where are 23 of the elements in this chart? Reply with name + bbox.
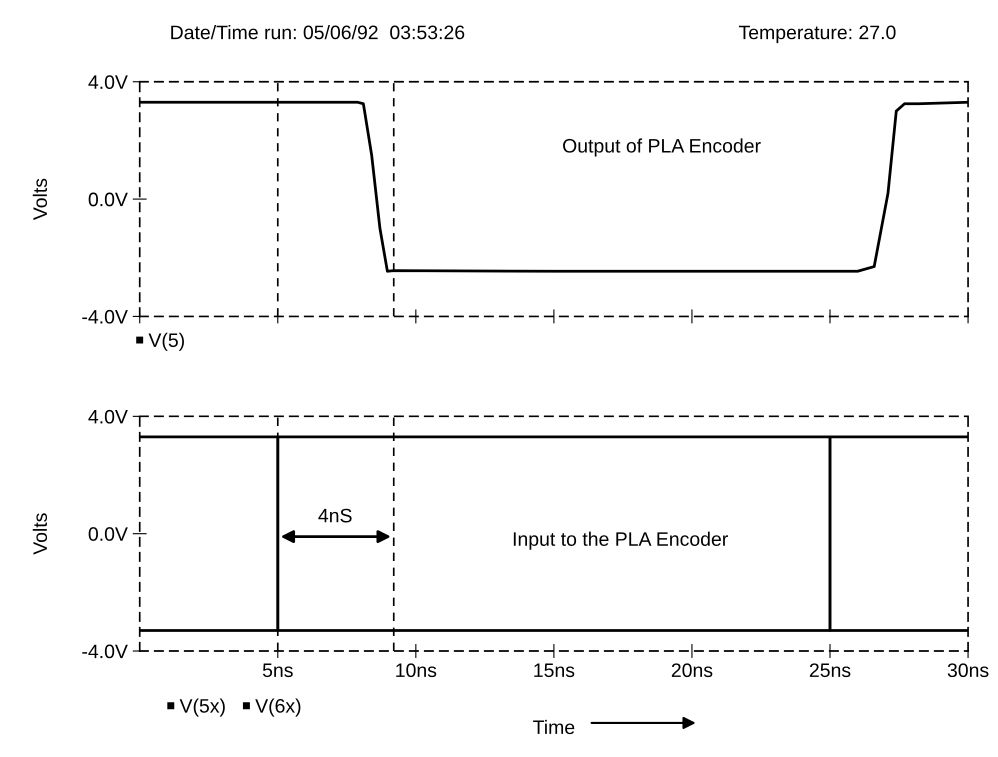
x-tick-label: 30ns — [948, 663, 988, 678]
legend-label: V(5x) — [180, 698, 225, 717]
x-axis-title: Time — [533, 720, 574, 734]
annotation: 4nS — [318, 508, 352, 522]
x-tick-label: 25ns — [810, 663, 850, 678]
y-axis-title: Volts — [32, 178, 48, 220]
y-tick-label: 0.0V — [88, 192, 128, 206]
legend-label: V(5) — [148, 332, 184, 351]
legend-label: V(6x) — [255, 698, 300, 717]
text: Date/Time run: 05/06/92 03:53:26 — [171, 25, 464, 40]
y-tick-label: 4.0V — [88, 75, 128, 89]
y-tick-label: -4.0V — [82, 310, 128, 324]
y-axis-title: Volts — [32, 513, 48, 555]
x-tick-label: 5ns — [262, 664, 293, 678]
x-tick-label: 10ns — [396, 663, 436, 678]
y-tick-label: 0.0V — [88, 527, 128, 541]
y-tick-label: 4.0V — [88, 410, 128, 424]
x-tick-label: 15ns — [534, 664, 574, 678]
x-tick-label: 20ns — [672, 663, 712, 678]
y-tick-label: -4.0V — [82, 644, 128, 658]
text: Temperature: 27.0 — [738, 26, 896, 44]
annotation: Input to the PLA Encoder — [514, 532, 728, 550]
annotation: Output of PLA Encoder — [563, 138, 761, 157]
